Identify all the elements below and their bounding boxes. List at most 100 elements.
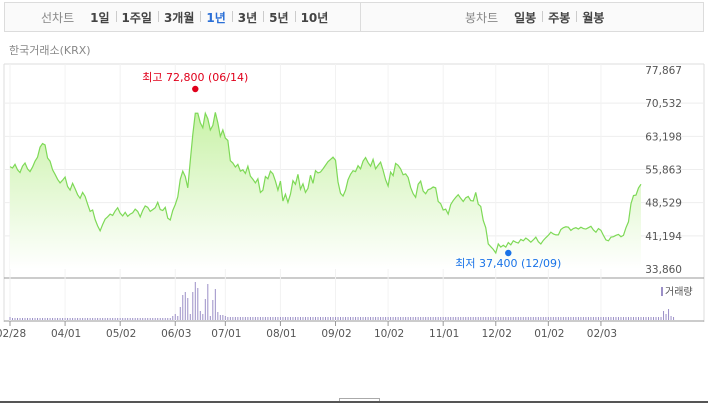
volume-bar	[435, 317, 437, 320]
x-tick-label: 02/03	[587, 328, 617, 340]
volume-bar	[169, 318, 171, 320]
volume-bar	[562, 317, 564, 320]
volume-bar	[465, 317, 467, 320]
volume-bar	[507, 317, 509, 320]
volume-bar	[157, 318, 159, 320]
volume-bar	[497, 317, 499, 320]
volume-bar	[545, 317, 547, 320]
volume-bar	[139, 318, 141, 320]
volume-bar	[615, 317, 617, 320]
volume-bar	[264, 317, 266, 320]
volume-bar	[27, 318, 29, 320]
volume-bar	[445, 317, 447, 320]
volume-bar	[325, 317, 326, 320]
volume-bar	[547, 317, 549, 320]
volume-bar	[154, 318, 156, 320]
volume-bar	[69, 318, 71, 320]
tab-daily-candle[interactable]: 일봉	[514, 10, 537, 25]
volume-bar	[617, 317, 619, 320]
volume-bar	[294, 317, 296, 320]
volume-bar	[577, 317, 579, 320]
volume-bar	[67, 318, 69, 320]
tab-3-years[interactable]: 3년	[231, 9, 263, 26]
volume-bar	[182, 295, 184, 320]
volume-bar	[284, 317, 286, 320]
volume-bar	[460, 317, 462, 320]
volume-bar	[302, 317, 304, 320]
volume-bar	[147, 318, 149, 320]
tab-1-day[interactable]: 1일	[90, 10, 110, 25]
bottom-divider	[0, 401, 708, 403]
volume-bar	[650, 317, 652, 320]
volume-bar	[510, 317, 512, 320]
volume-bar	[72, 318, 74, 320]
tab-1-year[interactable]: 1년	[200, 9, 231, 26]
volume-bar	[395, 317, 397, 320]
max-annotation-label: 최고 72,800 (06/14)	[142, 71, 248, 84]
tab-3-months[interactable]: 3개월	[157, 9, 200, 26]
volume-bar	[527, 317, 529, 320]
volume-bar	[625, 317, 627, 320]
volume-bar	[162, 318, 164, 320]
volume-bar	[627, 317, 629, 320]
volume-bar	[580, 317, 582, 320]
volume-bar	[470, 317, 472, 320]
volume-bar	[500, 317, 502, 320]
volume-bar	[382, 317, 384, 320]
volume-bar	[535, 317, 537, 320]
volume-bar	[345, 317, 347, 320]
volume-bar	[437, 317, 439, 320]
volume-bar	[119, 318, 121, 320]
volume-bar	[592, 317, 594, 320]
volume-bar	[390, 317, 392, 320]
volume-bar	[597, 317, 599, 320]
line-chart-tab-group: 선차트 1일 1주일 3개월 1년 3년 5년 10년	[5, 3, 361, 31]
volume-bar	[450, 317, 452, 320]
tab-5-years[interactable]: 5년	[263, 9, 294, 26]
volume-bar	[199, 311, 201, 320]
volume-bar	[332, 317, 334, 320]
x-tick-label: 05/02	[106, 328, 136, 340]
volume-bar	[307, 317, 309, 320]
volume-bar	[605, 317, 607, 320]
scroll-handle[interactable]	[339, 398, 380, 401]
volume-bar	[84, 318, 86, 320]
volume-bar	[122, 318, 124, 320]
volume-bar	[14, 318, 16, 320]
volume-bar	[317, 317, 319, 320]
tab-10-years[interactable]: 10년	[294, 9, 335, 26]
volume-bar	[12, 318, 13, 320]
volume-bar	[495, 317, 497, 320]
volume-bar	[648, 317, 650, 320]
volume-bar	[319, 317, 321, 320]
tab-monthly-candle[interactable]: 월봉	[576, 9, 610, 26]
volume-bar	[39, 318, 41, 320]
volume-bar	[102, 318, 104, 320]
volume-bar	[262, 317, 264, 320]
volume-bar	[447, 317, 449, 320]
volume-bar	[440, 317, 442, 320]
tab-weekly-candle[interactable]: 주봉	[542, 9, 576, 26]
volume-bar	[485, 317, 487, 320]
volume-bar	[602, 317, 604, 320]
candle-chart-label: 봉차트	[465, 10, 499, 25]
volume-bar	[62, 318, 64, 320]
volume-bar	[152, 318, 154, 320]
volume-bar	[442, 317, 444, 320]
volume-bar	[607, 317, 609, 320]
volume-bar	[187, 298, 189, 320]
volume-bar	[620, 317, 622, 320]
volume-bar	[638, 317, 639, 320]
volume-bar	[32, 318, 34, 320]
volume-bar	[17, 318, 19, 320]
volume-bar	[192, 292, 194, 320]
volume-bar	[189, 314, 191, 320]
volume-bar	[668, 309, 670, 320]
volume-bar	[452, 317, 454, 320]
volume-bar	[259, 317, 261, 320]
volume-bar	[244, 317, 246, 320]
volume-bar	[59, 318, 61, 320]
volume-bar	[462, 317, 464, 320]
tab-1-week[interactable]: 1주일	[115, 9, 158, 26]
